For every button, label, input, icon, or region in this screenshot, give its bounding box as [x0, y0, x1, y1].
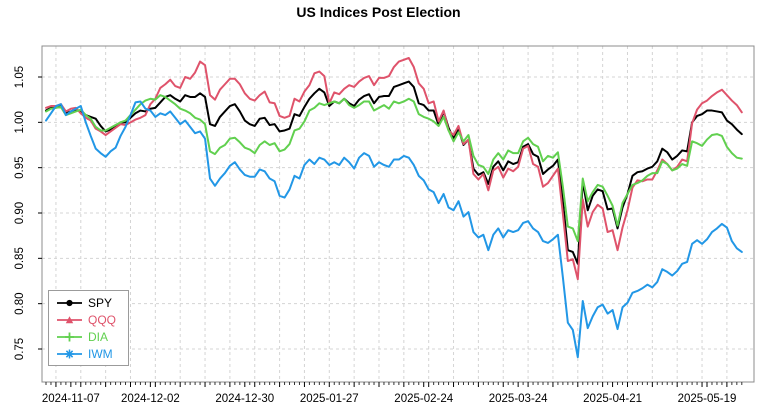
legend-marker-circle-icon [57, 299, 82, 306]
x-tick-label: 2024-12-02 [121, 393, 180, 405]
y-tick-label: 1.00 [14, 111, 26, 133]
series-line-dia [45, 94, 743, 243]
legend-marker-triangle-icon [57, 315, 82, 323]
y-tick-label: 0.85 [14, 247, 26, 269]
y-tick-label: 1.05 [14, 66, 26, 88]
legend-item-iwm: IWM [55, 345, 128, 362]
x-tick-label: 2025-04-21 [583, 393, 642, 405]
x-tick-label: 2025-03-24 [489, 393, 548, 405]
legend-label: QQQ [88, 312, 117, 327]
legend-label: SPY [88, 295, 113, 310]
series-line-iwm [45, 100, 743, 359]
legend-marker-asterisk-icon [57, 349, 82, 358]
x-axis: 2024-11-07 2024-12-02 2024-12-30 2025-01-27… [42, 382, 743, 405]
y-axis: 0.75 0.80 0.85 0.90 0.95 1.00 1.05 [14, 66, 42, 360]
legend-item-spy: SPY [55, 294, 128, 311]
x-tick-label: 2025-01-27 [300, 393, 359, 405]
legend-marker-plus-icon [57, 332, 82, 341]
x-tick-label: 2024-12-30 [215, 393, 274, 405]
legend-item-qqq: QQQ [55, 311, 128, 328]
x-tick-label: 2025-05-19 [678, 393, 737, 405]
legend: SPY QQQ DIA IWM [48, 290, 129, 366]
x-tick-label: 2024-11-07 [42, 393, 100, 405]
series-line-spy [45, 80, 743, 265]
y-tick-label: 0.95 [14, 156, 26, 178]
y-tick-label: 0.90 [14, 202, 26, 224]
legend-label: DIA [88, 329, 109, 344]
y-tick-label: 0.80 [14, 292, 26, 314]
plot-border [41, 45, 755, 383]
y-tick-label: 0.75 [14, 338, 26, 360]
x-tick-label: 2025-02-24 [394, 393, 453, 405]
legend-item-dia: DIA [55, 328, 128, 345]
legend-label: IWM [88, 346, 113, 361]
chart-title: US Indices Post Election [296, 4, 461, 20]
series-line-qqq [45, 56, 743, 281]
gridlines [42, 46, 754, 382]
